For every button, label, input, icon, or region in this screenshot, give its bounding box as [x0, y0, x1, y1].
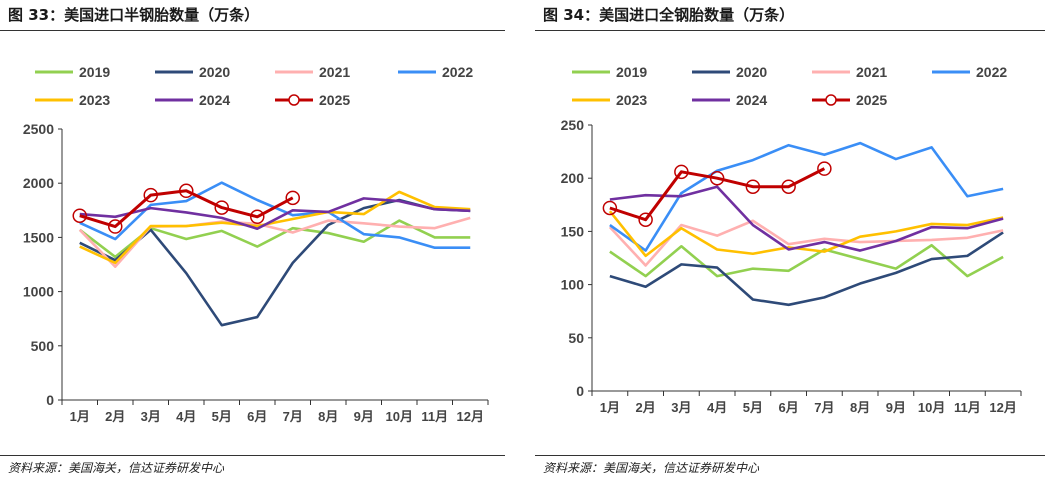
- y-tick-label: 1000: [23, 284, 54, 300]
- chart-title: 图 34：美国进口全钢胎数量（万条）: [543, 6, 795, 24]
- x-tick-label: 4月: [176, 409, 196, 424]
- legend-label-2021: 2021: [856, 64, 887, 80]
- data-point-2025: [108, 219, 123, 234]
- chart-34: 0 50 100 150 200 250 1月 2月 3月 4月 5月 6月 7月 8月 9月 10月 11月 1…: [561, 64, 1022, 415]
- title-divider: [535, 30, 1045, 31]
- chart-title: 图 33：美国进口半钢胎数量（万条）: [8, 6, 260, 24]
- data-point-2025: [638, 212, 653, 227]
- x-tick-label: 7月: [283, 409, 303, 424]
- x-tick-label: 6月: [247, 409, 267, 424]
- y-tick-label: 500: [31, 338, 55, 354]
- legend-label-2021: 2021: [319, 64, 350, 80]
- series-line-2024: [79, 197, 471, 231]
- y-tick-label: 0: [576, 383, 584, 399]
- x-tick-label: 3月: [671, 400, 691, 415]
- x-tick-label: 9月: [354, 409, 374, 424]
- x-tick-label: 12月: [989, 400, 1016, 415]
- x-tick-label: 5月: [212, 409, 232, 424]
- x-tick-label: 11月: [421, 409, 448, 424]
- x-tick-label: 9月: [886, 400, 906, 415]
- data-point-2025: [285, 190, 300, 206]
- x-tick-label: 11月: [954, 400, 981, 415]
- data-point-2025: [179, 183, 194, 199]
- data-point-2025: [709, 170, 725, 186]
- series-line-2020: [609, 231, 1004, 307]
- legend-marker-2025: [825, 94, 837, 106]
- x-tick-label: 5月: [743, 400, 763, 415]
- x-tick-label: 4月: [707, 400, 727, 415]
- legend-label-2025: 2025: [856, 92, 887, 108]
- title-divider: [0, 30, 505, 31]
- y-tick-label: 100: [561, 277, 585, 293]
- legend-label-2023: 2023: [616, 92, 647, 108]
- legend-label-2020: 2020: [199, 64, 230, 80]
- source-note: 资料来源：美国海关，信达证券研发中心: [543, 461, 760, 475]
- x-tick-label: 8月: [318, 409, 338, 424]
- x-tick-label: 10月: [386, 409, 413, 424]
- series-line-2024: [609, 185, 1004, 252]
- data-point-2025: [602, 200, 618, 216]
- x-tick-label: 6月: [779, 400, 799, 415]
- footer-divider: [0, 455, 505, 456]
- data-point-2025: [72, 208, 87, 223]
- y-tick-label: 2500: [23, 121, 54, 137]
- legend-label-2020: 2020: [736, 64, 767, 80]
- series-line-2025: [79, 189, 294, 229]
- chart-panel-33: 图 33：美国进口半钢胎数量（万条） 0 500 1000 1500 2000 2500 1…: [0, 0, 520, 483]
- legend-label-2023: 2023: [79, 92, 110, 108]
- y-tick-label: 50: [568, 330, 584, 346]
- series-line-2019: [609, 243, 1004, 278]
- series-line-2025: [609, 167, 826, 222]
- data-point-2025: [817, 161, 832, 176]
- legend-label-2024: 2024: [199, 92, 230, 108]
- y-tick-label: 250: [561, 117, 585, 133]
- legend-label-2025: 2025: [319, 92, 350, 108]
- x-tick-label: 1月: [600, 400, 620, 415]
- x-tick-label: 1月: [70, 409, 90, 424]
- legend-label-2022: 2022: [442, 64, 473, 80]
- series-line-2023: [79, 190, 471, 265]
- legend-label-2019: 2019: [79, 64, 110, 80]
- data-point-2025: [745, 179, 761, 194]
- data-point-2025: [250, 209, 265, 225]
- series-line-2022: [609, 141, 1004, 252]
- x-tick-label: 10月: [918, 400, 945, 415]
- legend-label-2024: 2024: [736, 92, 767, 108]
- x-tick-label: 2月: [105, 409, 125, 424]
- chart-33: 0 500 1000 1500 2000 2500 1月 2月 3月 4月 5月 6月 7月 8月 9月 10…: [23, 64, 489, 424]
- x-tick-label: 8月: [850, 400, 870, 415]
- legend-label-2019: 2019: [616, 64, 647, 80]
- series-line-2023: [608, 210, 1004, 258]
- data-point-2025: [781, 179, 796, 194]
- y-tick-label: 2000: [23, 175, 54, 191]
- chart-panel-34: 图 34：美国进口全钢胎数量（万条） 0 50 100 150 200 250 1月 2月 3月…: [535, 0, 1050, 483]
- x-tick-label: 2月: [636, 400, 656, 415]
- x-tick-label: 12月: [457, 409, 484, 424]
- x-tick-label: 7月: [814, 400, 834, 415]
- x-tick-label: 3月: [141, 409, 161, 424]
- y-tick-label: 200: [561, 170, 585, 186]
- data-point-2025: [214, 200, 229, 215]
- source-note: 资料来源：美国海关，信达证券研发中心: [8, 461, 225, 475]
- y-tick-label: 1500: [23, 229, 54, 245]
- legend-label-2022: 2022: [976, 64, 1007, 80]
- y-tick-label: 150: [561, 223, 585, 239]
- footer-divider: [535, 455, 1045, 456]
- data-point-2025: [143, 187, 158, 203]
- y-tick-label: 0: [46, 392, 54, 408]
- legend-marker-2025: [288, 94, 300, 106]
- data-point-2025: [674, 164, 689, 180]
